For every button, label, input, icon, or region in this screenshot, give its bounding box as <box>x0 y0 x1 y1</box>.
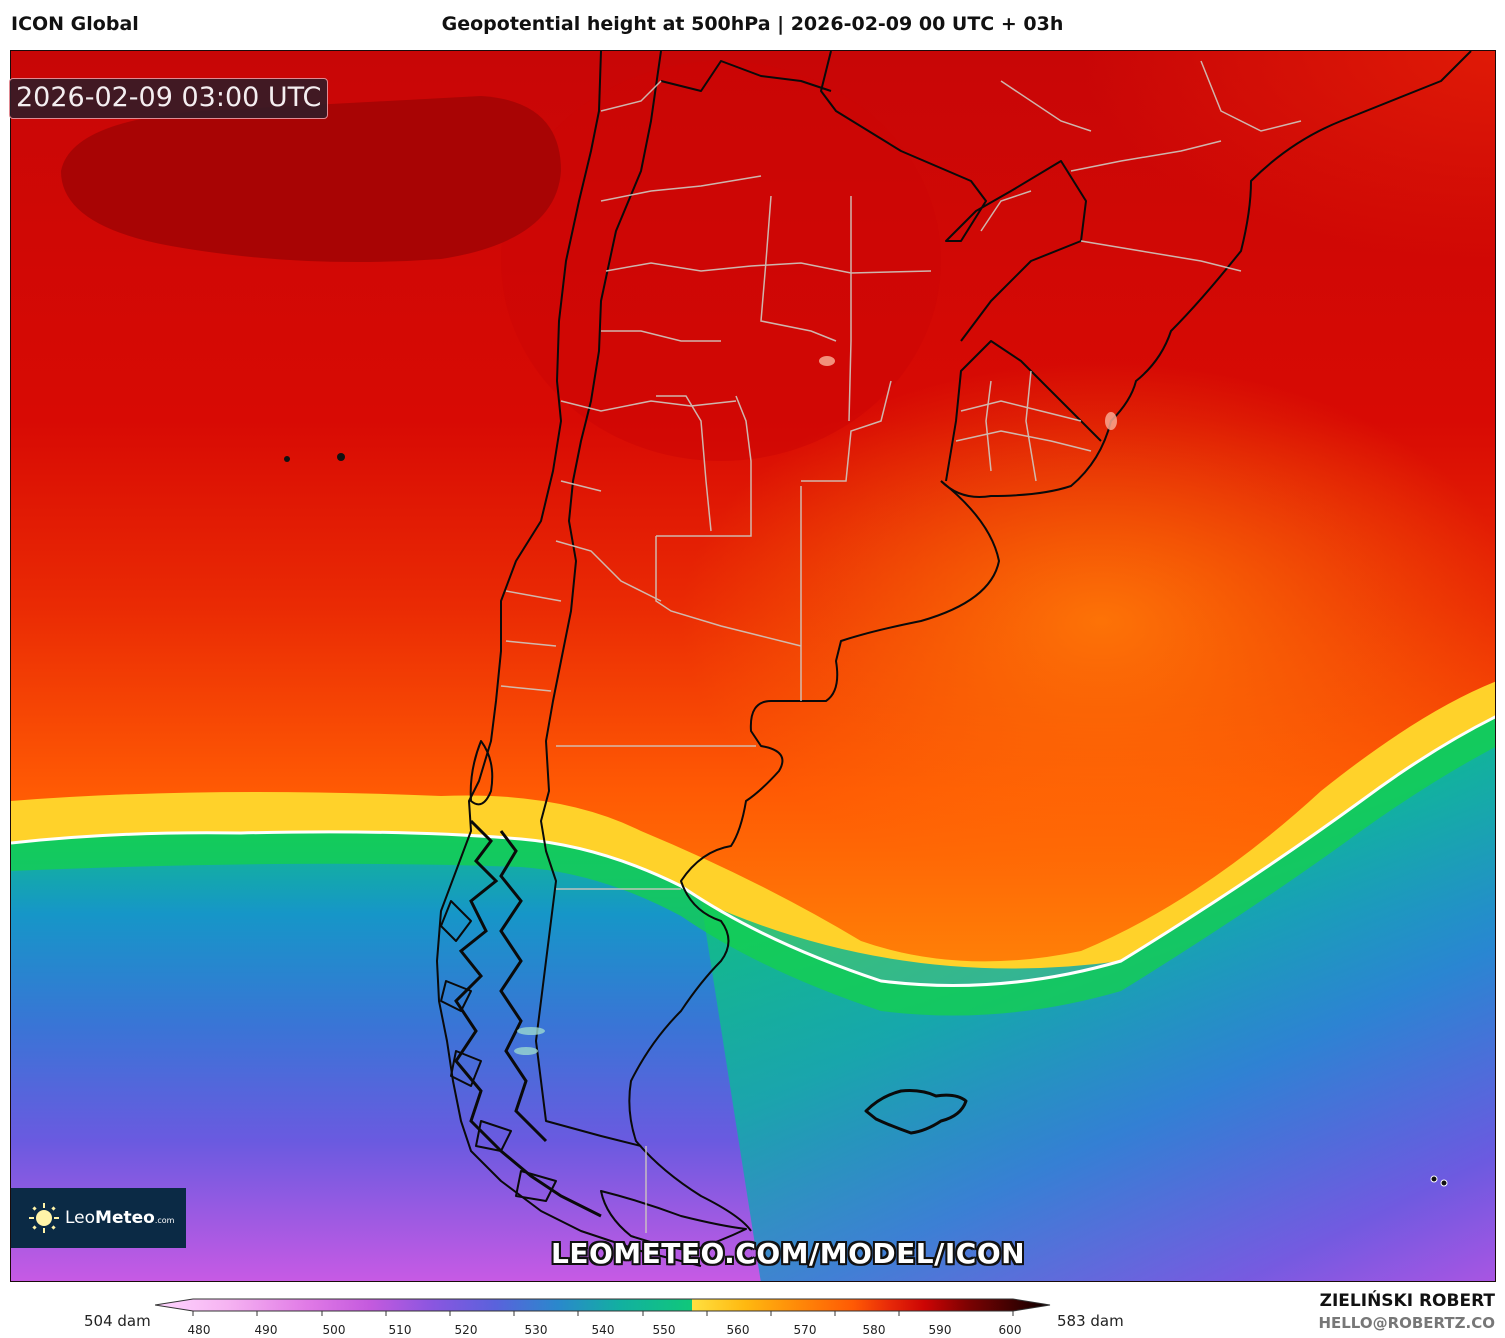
ridge-shading <box>681 361 1495 881</box>
lake <box>517 1027 545 1035</box>
high-center <box>61 96 561 263</box>
author-email: HELLO@ROBERTZ.CO <box>1318 1314 1495 1332</box>
map-panel <box>10 50 1496 1282</box>
logo-wordmark: LeoMeteo.com <box>65 1208 174 1228</box>
colorbar-tick: 520 <box>454 1323 478 1337</box>
lake <box>1105 412 1117 430</box>
colorbar-tick: 490 <box>254 1323 278 1337</box>
model-name: ICON Global <box>11 13 139 35</box>
colorbar-tick: 480 <box>187 1323 211 1337</box>
logo-bold: Meteo <box>95 1208 155 1228</box>
logo-suffix: .com <box>154 1216 175 1225</box>
colorbar-max-label: 583 dam <box>1057 1312 1124 1330</box>
author-name: ZIELIŃSKI ROBERT <box>1319 1291 1495 1311</box>
sun-icon <box>29 1203 59 1233</box>
band-545-552 <box>11 717 1495 1016</box>
colorbar-tick: 570 <box>793 1323 817 1337</box>
coastlines <box>436 51 1472 1267</box>
lake <box>819 356 835 366</box>
island <box>284 456 290 462</box>
colorbar-ticks <box>192 1311 1014 1316</box>
colorbar-tick: 600 <box>998 1323 1022 1337</box>
contour-552 <box>11 715 1495 987</box>
province-borders <box>500 60 1302 1233</box>
colorbar <box>155 1298 1051 1316</box>
fjord-coast <box>454 819 602 1218</box>
colorbar-tick: 510 <box>388 1323 412 1337</box>
colorbar-tick: 580 <box>862 1323 886 1337</box>
chart-title: Geopotential height at 500hPa | 2026-02-… <box>441 13 1064 35</box>
leometeo-logo: LeoMeteo.com <box>11 1188 186 1248</box>
watermark-url: LEOMETEO.COM/MODEL/ICON <box>551 1237 1026 1270</box>
colorbar-tick: 550 <box>652 1323 676 1337</box>
island <box>337 453 345 461</box>
logo-light: Leo <box>65 1208 96 1228</box>
colorbar-min-label: 504 dam <box>84 1312 151 1330</box>
colorbar-tick: 590 <box>928 1323 952 1337</box>
colorbar-tick: 530 <box>524 1323 548 1337</box>
map-svg <box>11 51 1495 1281</box>
colorbar-tick: 500 <box>322 1323 346 1337</box>
island <box>1430 1175 1438 1183</box>
colorbar-tick: 540 <box>591 1323 615 1337</box>
lake <box>514 1047 538 1055</box>
colorbar-tick: 560 <box>726 1323 750 1337</box>
island <box>1440 1179 1448 1187</box>
ne-shading <box>901 51 1495 351</box>
valid-time-badge: 2026-02-09 03:00 UTC <box>9 78 329 119</box>
